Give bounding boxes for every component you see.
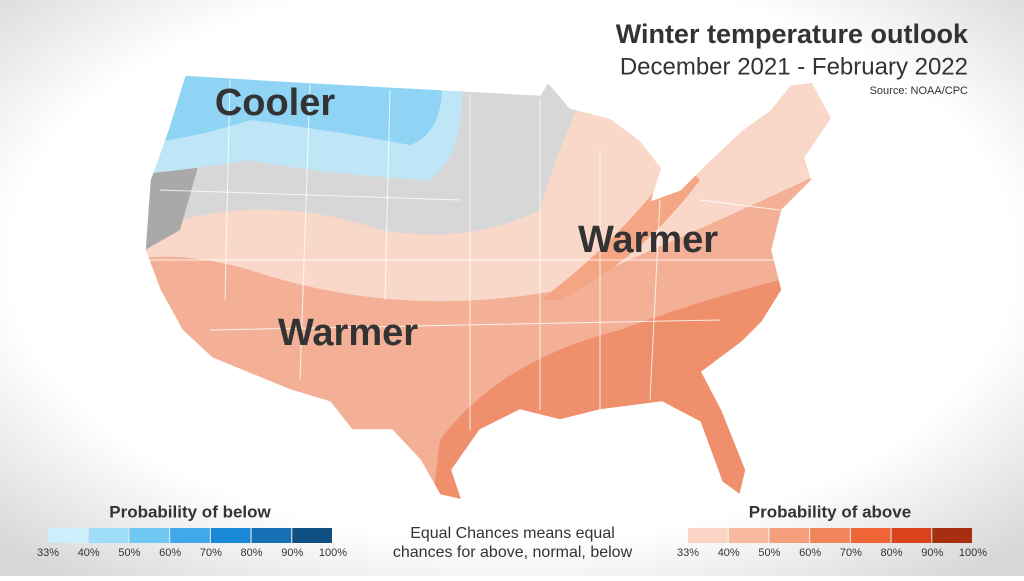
legend-tick-label: 60%	[159, 547, 181, 559]
region-label: Warmer	[578, 219, 718, 261]
legend-tick-label: 50%	[118, 547, 140, 559]
legend-swatch	[688, 528, 728, 543]
legend-tick-label: 70%	[200, 547, 222, 559]
legend-title: Probability of below	[109, 502, 271, 521]
source: Source: NOAA/CPC	[870, 85, 968, 97]
legend-tick-label: 40%	[78, 547, 100, 559]
legend-swatch	[88, 528, 129, 543]
legend-swatch	[292, 528, 332, 543]
legend-tick-label: 100%	[959, 547, 987, 559]
state-lines	[150, 79, 781, 430]
legend-swatch	[48, 528, 88, 543]
title: Winter temperature outlook	[616, 19, 969, 49]
legend-tick-label: 50%	[758, 547, 780, 559]
legend-tick-label: 33%	[677, 547, 699, 559]
legend-tick-label: 40%	[718, 547, 740, 559]
legend-swatch	[170, 528, 210, 543]
note: Equal Chances means equal chances for ab…	[392, 525, 633, 561]
legend-swatch	[728, 528, 769, 543]
legend-tick-label: 80%	[881, 547, 903, 559]
legend-swatch	[251, 528, 292, 543]
legend-swatch	[932, 528, 972, 543]
legend-tick-label: 33%	[37, 547, 59, 559]
legend-tick-label: 80%	[241, 547, 263, 559]
region-label: Cooler	[215, 82, 336, 124]
legend-tick-label: 90%	[921, 547, 943, 559]
legend-swatch	[210, 528, 251, 543]
legend-swatch	[850, 528, 891, 543]
legend-swatch	[769, 528, 810, 543]
legend-tick-label: 90%	[281, 547, 303, 559]
subtitle: December 2021 - February 2022	[620, 53, 968, 80]
legends: 33% 40% 50% 60% 70% 80% 90% 100% 33% 40% 50% 60% 70%…	[37, 528, 987, 559]
legend-swatch	[891, 528, 932, 543]
legend-tick-label: 60%	[799, 547, 821, 559]
legend-swatch	[810, 528, 850, 543]
legend-tick-label: 100%	[319, 547, 347, 559]
legend-swatch	[129, 528, 170, 543]
legend-tick-label: 70%	[840, 547, 862, 559]
region-label: Warmer	[278, 312, 418, 354]
note-box: Equal Chances means equal chances for ab…	[392, 525, 633, 561]
legend-title: Probability of above	[749, 502, 911, 521]
